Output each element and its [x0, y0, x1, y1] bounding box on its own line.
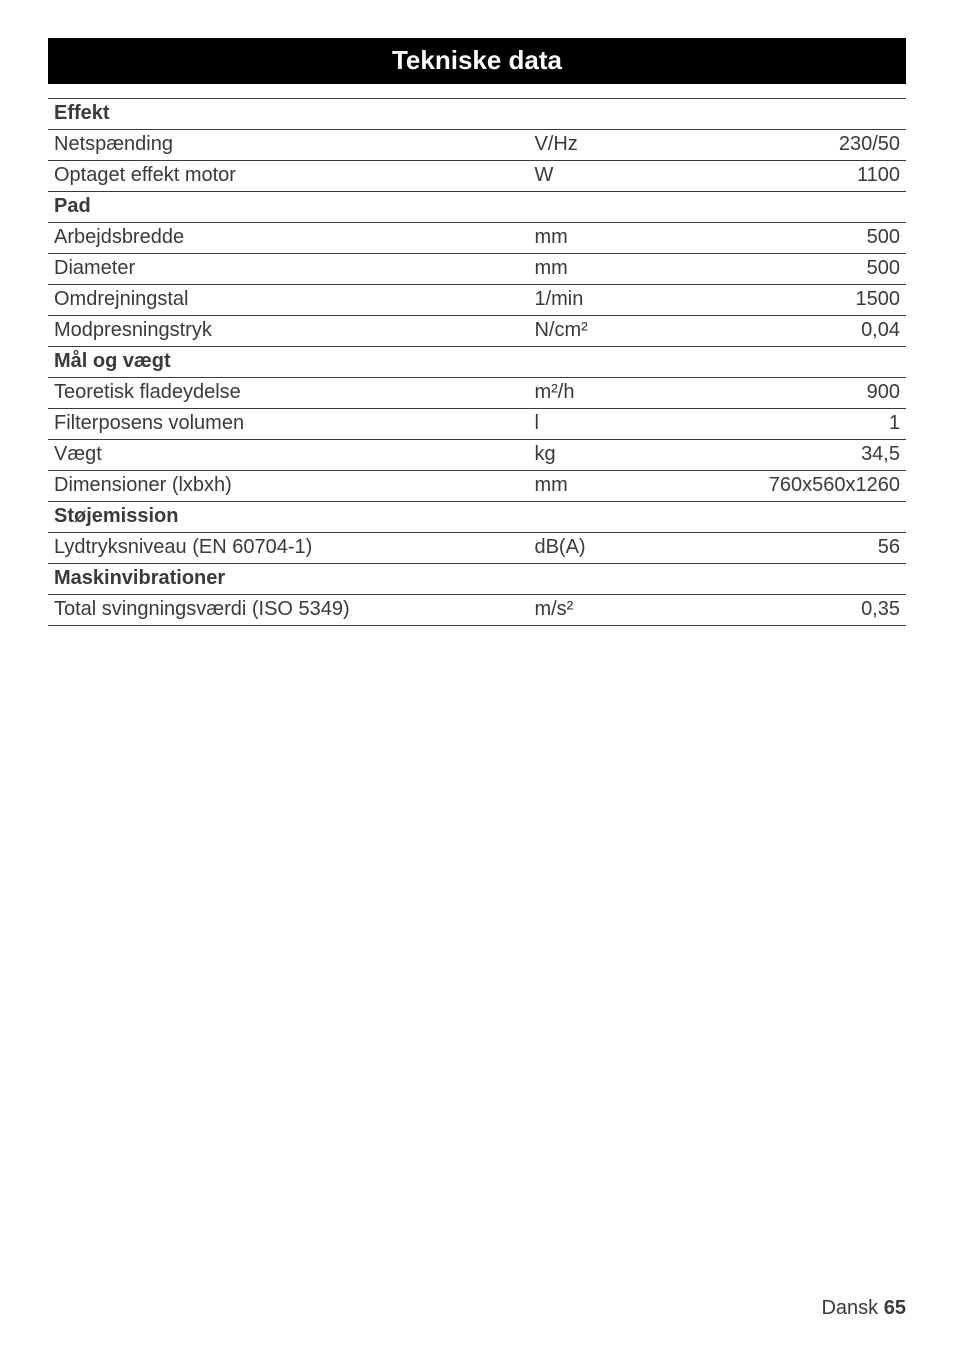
table-row: ModpresningstrykN/cm²0,04 [48, 316, 906, 347]
table-row: Optaget effekt motorW1100 [48, 161, 906, 192]
section-heading: Effekt [48, 99, 906, 130]
table-row: Vægtkg34,5 [48, 440, 906, 471]
spec-value: 34,5 [683, 440, 906, 471]
spec-value: 1500 [683, 285, 906, 316]
table-row: Filterposens volumenl1 [48, 409, 906, 440]
section-row-effekt: Effekt [48, 99, 906, 130]
spec-label: Diameter [48, 254, 528, 285]
spec-value: 56 [683, 533, 906, 564]
spec-unit: l [528, 409, 682, 440]
spec-label: Vægt [48, 440, 528, 471]
spec-value: 500 [683, 254, 906, 285]
table-row: Teoretisk fladeydelsem²/h900 [48, 378, 906, 409]
spec-label: Lydtryksniveau (EN 60704-1) [48, 533, 528, 564]
footer-page-number: 65 [884, 1297, 906, 1319]
spec-label: Modpresningstryk [48, 316, 528, 347]
spec-label: Teoretisk fladeydelse [48, 378, 528, 409]
spec-label: Dimensioner (lxbxh) [48, 471, 528, 502]
spec-unit: mm [528, 223, 682, 254]
spec-unit: N/cm² [528, 316, 682, 347]
spec-value: 1 [683, 409, 906, 440]
spec-unit: W [528, 161, 682, 192]
table-row: Total svingningsværdi (ISO 5349)m/s²0,35 [48, 595, 906, 626]
spec-value: 1100 [683, 161, 906, 192]
spec-label: Netspænding [48, 130, 528, 161]
spec-label: Arbejdsbredde [48, 223, 528, 254]
table-row: Dimensioner (lxbxh)mm760x560x1260 [48, 471, 906, 502]
spec-table: Effekt NetspændingV/Hz230/50 Optaget eff… [48, 98, 906, 626]
table-row: Arbejdsbreddemm500 [48, 223, 906, 254]
section-heading: Maskinvibrationer [48, 564, 906, 595]
spec-label: Filterposens volumen [48, 409, 528, 440]
section-row-pad: Pad [48, 192, 906, 223]
spec-unit: m/s² [528, 595, 682, 626]
spec-label: Omdrejningstal [48, 285, 528, 316]
spec-unit: mm [528, 254, 682, 285]
section-row-vib: Maskinvibrationer [48, 564, 906, 595]
table-row: Omdrejningstal1/min1500 [48, 285, 906, 316]
spec-value: 230/50 [683, 130, 906, 161]
spec-value: 0,35 [683, 595, 906, 626]
table-row: Lydtryksniveau (EN 60704-1)dB(A)56 [48, 533, 906, 564]
section-banner: Tekniske data [48, 38, 906, 84]
page-footer: Dansk 65 [821, 1297, 906, 1320]
footer-language: Dansk [821, 1297, 878, 1319]
section-heading: Mål og vægt [48, 347, 906, 378]
table-row: Diametermm500 [48, 254, 906, 285]
table-row: NetspændingV/Hz230/50 [48, 130, 906, 161]
spec-unit: V/Hz [528, 130, 682, 161]
spec-unit: kg [528, 440, 682, 471]
section-row-maal: Mål og vægt [48, 347, 906, 378]
spec-label: Total svingningsværdi (ISO 5349) [48, 595, 528, 626]
section-heading: Støjemission [48, 502, 906, 533]
spec-unit: mm [528, 471, 682, 502]
spec-value: 900 [683, 378, 906, 409]
spec-unit: dB(A) [528, 533, 682, 564]
spec-value: 0,04 [683, 316, 906, 347]
section-row-stoj: Støjemission [48, 502, 906, 533]
spec-unit: m²/h [528, 378, 682, 409]
spec-value: 760x560x1260 [683, 471, 906, 502]
spec-label: Optaget effekt motor [48, 161, 528, 192]
section-heading: Pad [48, 192, 906, 223]
spec-unit: 1/min [528, 285, 682, 316]
spec-value: 500 [683, 223, 906, 254]
